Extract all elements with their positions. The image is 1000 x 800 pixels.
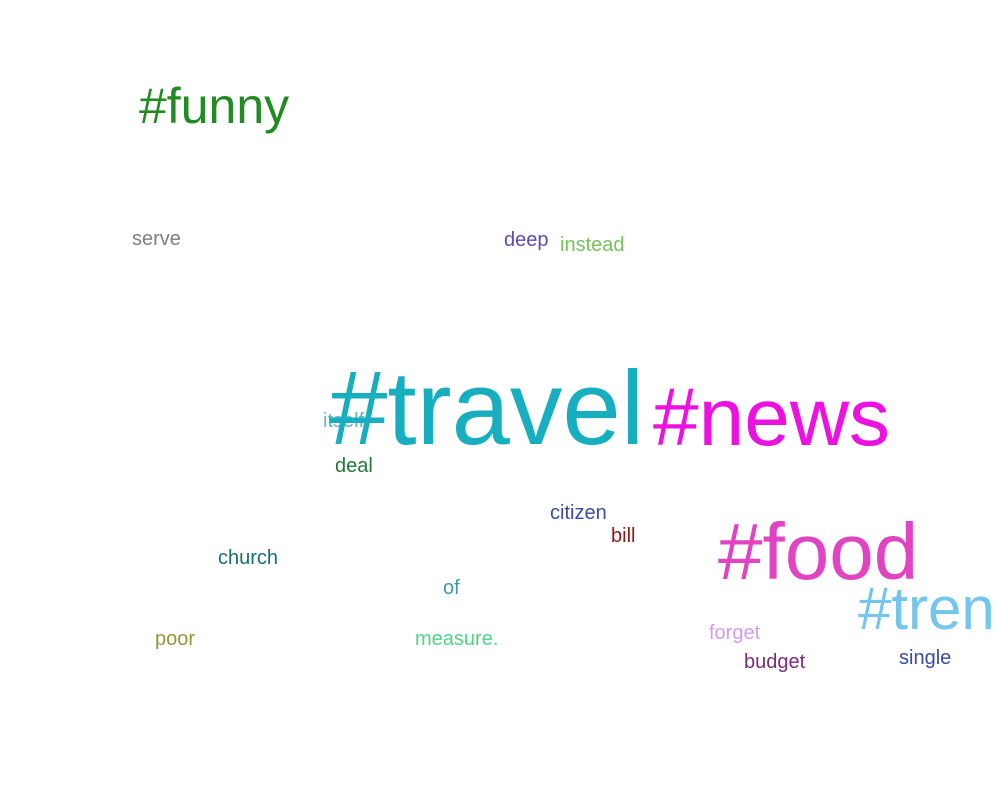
word-of: of [443,577,460,599]
word-citizen: citizen [550,502,607,524]
word-tren: #tren [858,575,995,642]
word-funny: #funny [139,78,290,134]
word-church: church [218,547,279,569]
word-food: #food [718,507,919,596]
word-bill: bill [611,525,636,547]
word-single: single [899,647,952,669]
word-travel: #travel [329,350,645,467]
word-poor: poor [155,628,196,650]
word-budget: budget [744,651,806,673]
word-measure: measure. [415,628,499,650]
word-instead: instead [560,234,625,256]
word-deal: deal [335,455,373,477]
word-itself: itself [323,410,365,432]
word-news: #news [653,372,891,463]
word-deep: deep [504,229,549,251]
word-serve: serve [132,228,181,250]
word-forget: forget [709,622,761,644]
